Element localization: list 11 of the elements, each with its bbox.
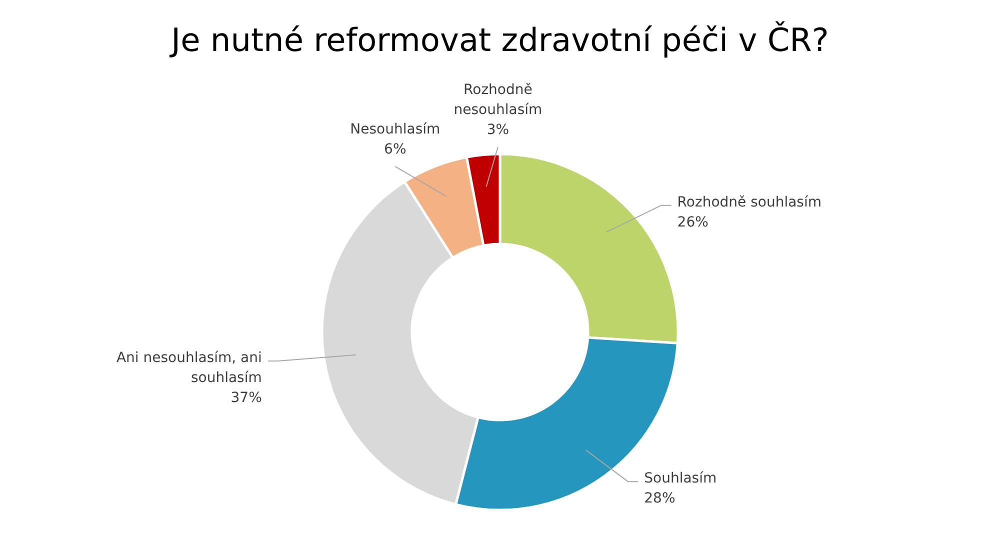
slice-label: Nesouhlasím — [350, 121, 440, 138]
slice-label: Souhlasím — [644, 470, 717, 487]
data-label: 3% — [486, 122, 510, 138]
data-label: 37% — [230, 390, 262, 406]
data-label: 28% — [644, 490, 676, 507]
slice-label: Rozhodně nesouhlasím — [454, 82, 542, 118]
data-label: 6% — [384, 141, 406, 158]
data-label: 26% — [677, 214, 708, 230]
chart-title: Je nutné reformovat zdravotní péči v ČR? — [169, 21, 829, 59]
slice-label: Rozhodně souhlasím — [677, 194, 822, 210]
slice-label: Ani nesouhlasím, ani souhlasím — [116, 350, 262, 386]
